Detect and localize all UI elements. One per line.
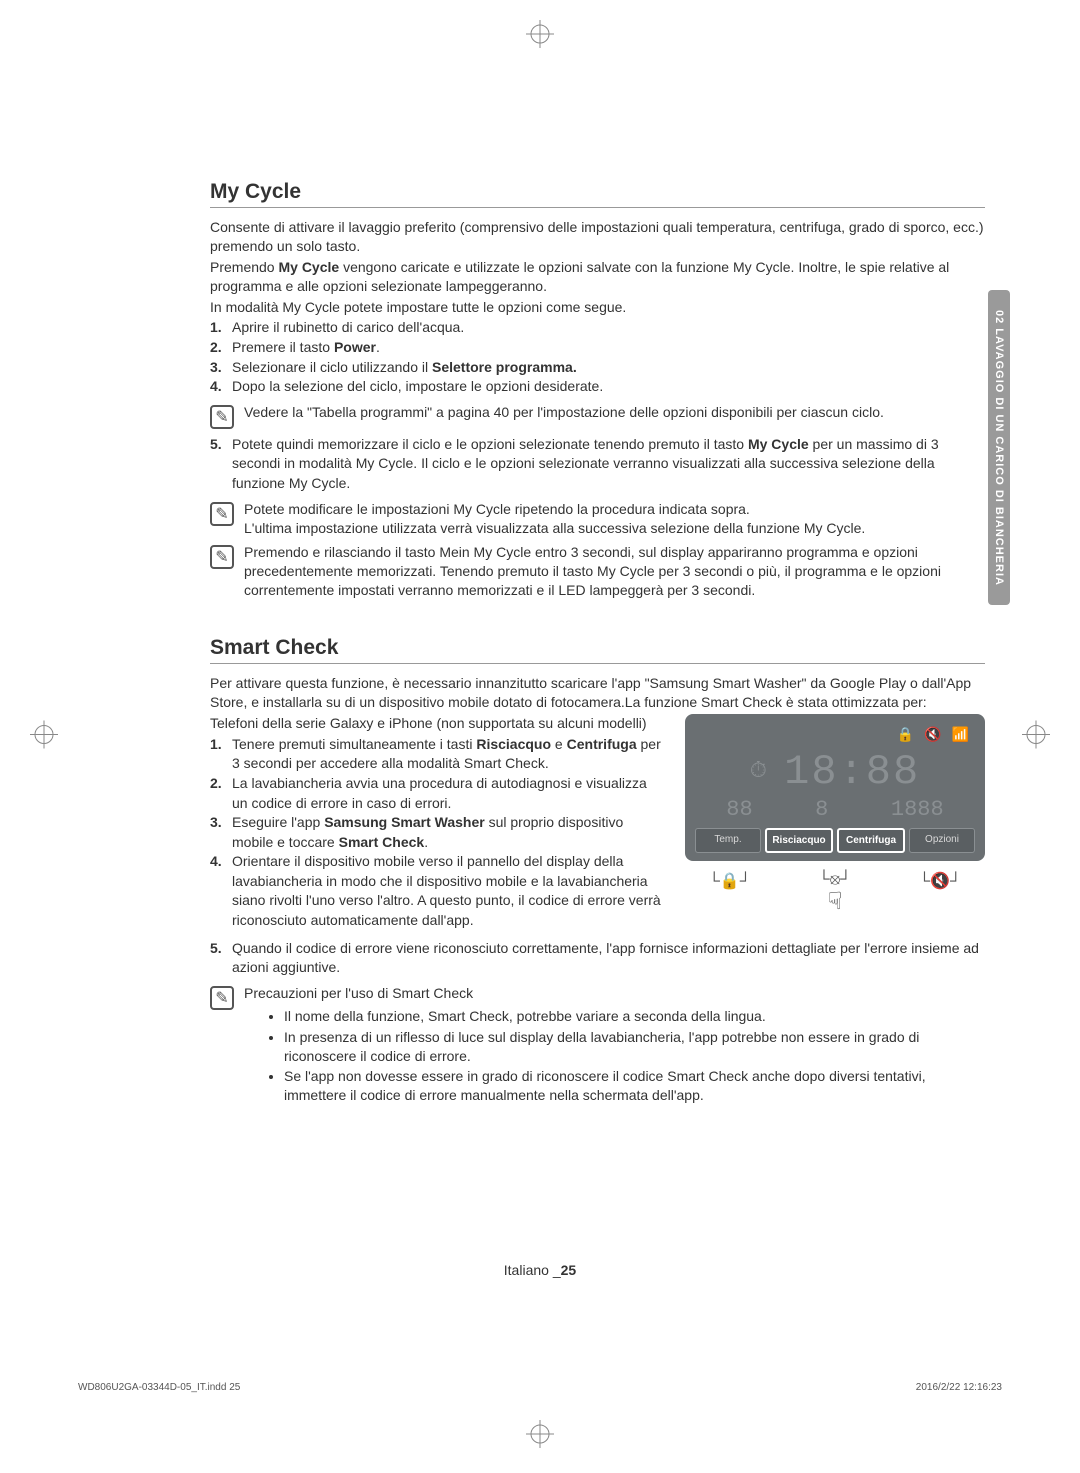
smart-step-1: 1.Tenere premuti simultaneamente i tasti… [210, 735, 665, 774]
note-2: ✎ Potete modificare le impostazioni My C… [210, 500, 985, 538]
footer-page-number: 25 [561, 1262, 577, 1278]
note-3: ✎ Premendo e rilasciando il tasto Mein M… [210, 543, 985, 600]
section-title-smart-check: Smart Check [210, 636, 985, 664]
footer-language: Italiano [504, 1262, 549, 1278]
precautions-title: Precauzioni per l'uso di Smart Check [244, 984, 985, 1003]
registration-mark-bottom [526, 1420, 554, 1453]
wifi-icon: 📶 [952, 726, 969, 743]
note-1: ✎ Vedere la "Tabella programmi" a pagina… [210, 403, 985, 429]
precaution-3: Se l'app non dovesse essere in grado di … [284, 1067, 985, 1105]
mycycle-steps-cont: 5.Potete quindi memorizzare il ciclo e l… [210, 435, 985, 494]
mycycle-intro-3: In modalità My Cycle potete impostare tu… [210, 298, 985, 317]
lock-icon: 🔒 [897, 726, 914, 743]
note-icon: ✎ [210, 545, 234, 569]
smart-steps: 1.Tenere premuti simultaneamente i tasti… [210, 735, 665, 931]
note-icon: ✎ [210, 405, 234, 429]
mute-icon: 🔇 [924, 726, 941, 743]
smart-intro: Per attivare questa funzione, è necessar… [210, 674, 985, 712]
precaution-1: Il nome della funzione, Smart Check, pot… [284, 1007, 985, 1026]
washer-panel-illustration: 🔒 🔇 📶 ⏱ 18:88 88 8 1888 Temp. Risciacquo… [685, 714, 985, 861]
panel-btn-options: Opzioni [909, 828, 975, 853]
page-footer: Italiano _25 [0, 1262, 1080, 1278]
print-filename: WD806U2GA-03344D-05_IT.indd 25 [78, 1382, 240, 1393]
chapter-side-tab: 02 LAVAGGIO DI UN CARICO DI BIANCHERIA [988, 290, 1010, 605]
precaution-2: In presenza di un riflesso di luce sul d… [284, 1028, 985, 1066]
chapter-side-tab-label: 02 LAVAGGIO DI UN CARICO DI BIANCHERIA [993, 310, 1005, 586]
panel-lcd-row: 88 8 1888 [695, 795, 975, 828]
smart-step-2: 2.La lavabiancheria avvia una procedura … [210, 774, 665, 813]
precautions-list: Il nome della funzione, Smart Check, pot… [244, 1007, 985, 1105]
panel-buttons: Temp. Risciacquo Centrifuga Opzioni [695, 828, 975, 853]
step-3: 3.Selezionare il ciclo utilizzando il Se… [210, 358, 985, 378]
note-icon: ✎ [210, 986, 234, 1010]
panel-lcd-main: ⏱ 18:88 [695, 749, 975, 795]
panel-btn-temp: Temp. [695, 828, 761, 853]
print-timestamp: 2016/2/22 12:16:23 [916, 1382, 1002, 1393]
registration-mark-left [30, 720, 58, 753]
page-content: My Cycle Consente di attivare il lavaggi… [210, 180, 985, 1113]
smart-step-5: 5.Quando il codice di errore viene ricon… [210, 939, 985, 978]
mycycle-steps: 1.Aprire il rubinetto di carico dell'acq… [210, 318, 985, 396]
hand-pointer-icon: ☟ [685, 887, 985, 916]
smart-step-4: 4.Orientare il dispositivo mobile verso … [210, 852, 665, 930]
registration-mark-right [1022, 720, 1050, 753]
mycycle-intro-1: Consente di attivare il lavaggio preferi… [210, 218, 985, 256]
registration-mark-top [526, 20, 554, 53]
note-icon: ✎ [210, 502, 234, 526]
panel-btn-rinse: Risciacquo [765, 828, 833, 853]
panel-btn-spin: Centrifuga [837, 828, 905, 853]
step-1: 1.Aprire il rubinetto di carico dell'acq… [210, 318, 985, 338]
smart-steps-cont: 5.Quando il codice di errore viene ricon… [210, 939, 985, 978]
bracket-icon: └🔒┘ [709, 871, 752, 891]
step-2: 2.Premere il tasto Power. [210, 338, 985, 358]
smart-precautions: ✎ Precauzioni per l'uso di Smart Check I… [210, 984, 985, 1107]
section-title-my-cycle: My Cycle [210, 180, 985, 208]
step-5: 5.Potete quindi memorizzare il ciclo e l… [210, 435, 985, 494]
bracket-icon: └🔇┘ [919, 871, 962, 891]
smart-compat: Telefoni della serie Galaxy e iPhone (no… [210, 714, 665, 733]
step-4: 4.Dopo la selezione del ciclo, impostare… [210, 377, 985, 397]
smart-step-3: 3.Eseguire l'app Samsung Smart Washer su… [210, 813, 665, 852]
mycycle-intro-2: Premendo My Cycle vengono caricate e uti… [210, 258, 985, 296]
panel-status-icons: 🔒 🔇 📶 [695, 724, 975, 749]
